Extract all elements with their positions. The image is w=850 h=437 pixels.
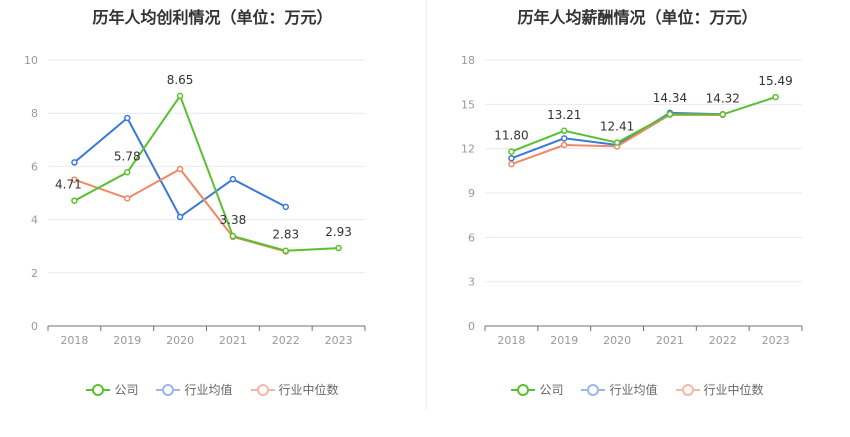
- data-point: [561, 127, 568, 135]
- data-label: 2.93: [325, 225, 352, 239]
- profit-per-capita-chart: 历年人均创利情况（单位：万元） 0 2 4 6 8 10 2018 2019 2020 2021 2…: [0, 8, 425, 398]
- data-point: [666, 110, 674, 118]
- data-point: [71, 159, 78, 166]
- y-tick-label: 6: [31, 160, 38, 173]
- legend-item-industry-mean[interactable]: 行业均值: [581, 381, 658, 398]
- y-tick-label: 0: [31, 320, 38, 333]
- data-label: 14.32: [706, 91, 740, 105]
- salary-per-capita-chart: 历年人均薪酬情况（单位：万元） 0 3 6 9 12 15 18 2018 2019 2020 20…: [425, 0, 850, 437]
- data-point: [71, 176, 78, 183]
- data-point: [282, 247, 289, 254]
- legend-label-industry-mean: 行业均值: [184, 383, 233, 397]
- x-tick-label: 2019: [113, 334, 141, 347]
- data-label: 11.80: [494, 129, 528, 143]
- data-point: [719, 111, 726, 118]
- y-tick-label: 0: [468, 320, 475, 333]
- data-label: 12.41: [600, 120, 634, 134]
- legend-label-company: 公司: [539, 383, 564, 397]
- y-tick-label: 6: [468, 231, 475, 244]
- salary-chart-plot: 0 3 6 9 12 15 18 2018 2019 2020 2021 2022 2023 11.80 1…: [461, 54, 803, 347]
- data-point: [561, 135, 568, 142]
- data-label: 5.78: [114, 149, 141, 163]
- legend-label-industry-median: 行业中位数: [278, 383, 339, 397]
- x-tick-label: 2022: [272, 334, 300, 347]
- x-tick-label: 2020: [603, 334, 631, 347]
- legend-label-industry-mean: 行业均值: [609, 383, 658, 397]
- legend-label-industry-median: 行业中位数: [703, 383, 764, 397]
- x-tick-label: 2022: [709, 334, 737, 347]
- data-point: [772, 93, 779, 101]
- legend-item-industry-median[interactable]: 行业中位数: [250, 381, 339, 398]
- data-label: 2.83: [272, 228, 299, 242]
- profit-chart-plot: 0 2 4 6 8 10 2018 2019 2020 2021 2022 2023 4.71 5.78 8…: [24, 54, 366, 347]
- data-label: 3.38: [220, 213, 247, 227]
- x-tick-label: 2018: [497, 334, 525, 347]
- data-point: [508, 160, 515, 168]
- data-point: [124, 114, 131, 122]
- legend-item-company[interactable]: 公司: [86, 381, 138, 398]
- panel-divider: [426, 0, 427, 410]
- legend-swatch-industry-mean: [156, 383, 181, 397]
- data-point: [561, 141, 568, 149]
- data-label: 8.65: [167, 73, 194, 87]
- series-line-2: [74, 167, 287, 253]
- legend-item-industry-median[interactable]: 行业中位数: [675, 381, 764, 398]
- y-tick-label: 2: [31, 267, 38, 280]
- legend-label-company: 公司: [114, 383, 139, 397]
- data-point: [176, 92, 184, 100]
- data-point: [71, 197, 78, 204]
- series-line-0: [73, 93, 339, 252]
- x-tick-label: 2020: [166, 334, 194, 347]
- legend-item-industry-mean[interactable]: 行业均值: [156, 381, 233, 398]
- series-line-0: [511, 96, 776, 153]
- data-label: 14.34: [653, 91, 687, 105]
- legend-swatch-industry-mean: [581, 383, 606, 397]
- y-tick-label: 9: [468, 187, 475, 200]
- data-point: [229, 232, 237, 240]
- data-point: [335, 244, 342, 252]
- legend-swatch-industry-median: [250, 383, 275, 397]
- data-point: [508, 155, 515, 162]
- chart-title: 历年人均薪酬情况（单位：万元）: [517, 8, 758, 27]
- data-point: [508, 148, 515, 155]
- legend: 公司 行业均值 行业中位数: [425, 381, 850, 398]
- legend: 公司 行业均值 行业中位数: [0, 381, 425, 398]
- data-point: [124, 195, 131, 202]
- y-tick-label: 12: [461, 143, 475, 156]
- x-tick-label: 2018: [60, 334, 88, 347]
- data-label: 4.71: [55, 178, 82, 192]
- data-point: [124, 169, 131, 176]
- legend-swatch-industry-median: [675, 383, 700, 397]
- y-tick-label: 4: [31, 214, 38, 227]
- legend-swatch-company: [511, 383, 536, 397]
- data-label: 15.49: [758, 74, 792, 88]
- legend-item-company[interactable]: 公司: [511, 381, 563, 398]
- chart-title: 历年人均创利情况（单位：万元）: [92, 8, 333, 27]
- legend-swatch-company: [86, 383, 111, 397]
- y-tick-label: 18: [461, 54, 475, 67]
- y-tick-label: 10: [24, 54, 38, 67]
- x-tick-label: 2021: [219, 334, 247, 347]
- data-point: [613, 139, 621, 146]
- x-tick-label: 2023: [762, 334, 790, 347]
- data-label: 13.21: [547, 108, 581, 122]
- y-tick-label: 15: [461, 98, 475, 111]
- x-tick-label: 2019: [550, 334, 578, 347]
- y-tick-label: 3: [468, 276, 475, 289]
- y-tick-label: 8: [31, 107, 38, 120]
- x-tick-label: 2021: [656, 334, 684, 347]
- x-tick-label: 2023: [325, 334, 353, 347]
- data-point: [229, 175, 237, 183]
- data-point: [176, 165, 184, 173]
- data-point: [282, 203, 289, 211]
- data-point: [176, 213, 184, 221]
